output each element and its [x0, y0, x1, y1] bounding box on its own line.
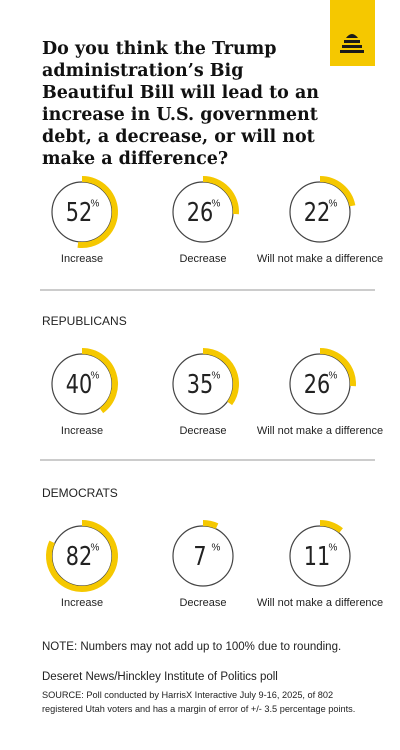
category-label: Decrease	[179, 253, 226, 265]
unit-label: %	[91, 543, 100, 554]
donut-arc	[319, 176, 356, 207]
source: SOURCE: Poll conducted by HarrisX Intera…	[42, 690, 356, 714]
value-label: 7	[193, 541, 206, 572]
donut-arc	[46, 520, 118, 592]
note: NOTE: Numbers may not add up to 100% due…	[42, 641, 342, 653]
value-label: 35	[187, 369, 213, 400]
value-label: 40	[66, 369, 92, 400]
donut-arc	[202, 176, 239, 215]
unit-label: %	[329, 543, 338, 554]
unit-label: %	[329, 199, 338, 210]
donut-arc	[319, 520, 343, 533]
value-label: 82	[66, 541, 92, 572]
category-label: Increase	[61, 597, 103, 609]
category-label: Will not make a difference	[257, 425, 383, 437]
donut-arc	[202, 348, 239, 406]
category-label: Increase	[61, 253, 103, 265]
value-label: 11	[304, 541, 330, 572]
unit-label: %	[329, 371, 338, 382]
category-label: Will not make a difference	[257, 253, 383, 265]
value-label: 52	[66, 197, 92, 228]
title: Do you think the Trump administration’s …	[42, 39, 320, 169]
unit-label: %	[91, 371, 100, 382]
donut-arc	[202, 520, 219, 529]
value-label: 22	[304, 197, 330, 228]
logo-icon	[340, 34, 364, 53]
category-label: Increase	[61, 425, 103, 437]
category-label: Decrease	[179, 425, 226, 437]
unit-label: %	[91, 199, 100, 210]
source-title: Deseret News/Hinckley Institute of Polit…	[42, 671, 278, 683]
section-title: DEMOCRATS	[42, 486, 118, 500]
unit-label: %	[212, 543, 221, 554]
section-title: REPUBLICANS	[42, 314, 127, 328]
donut-arc	[77, 176, 118, 248]
category-label: Decrease	[179, 597, 226, 609]
category-label: Will not make a difference	[257, 597, 383, 609]
unit-label: %	[212, 199, 221, 210]
logo	[330, 0, 375, 66]
donut-arc	[319, 348, 356, 387]
value-label: 26	[187, 197, 213, 228]
unit-label: %	[212, 371, 221, 382]
donut-arc	[81, 348, 118, 414]
value-label: 26	[304, 369, 330, 400]
